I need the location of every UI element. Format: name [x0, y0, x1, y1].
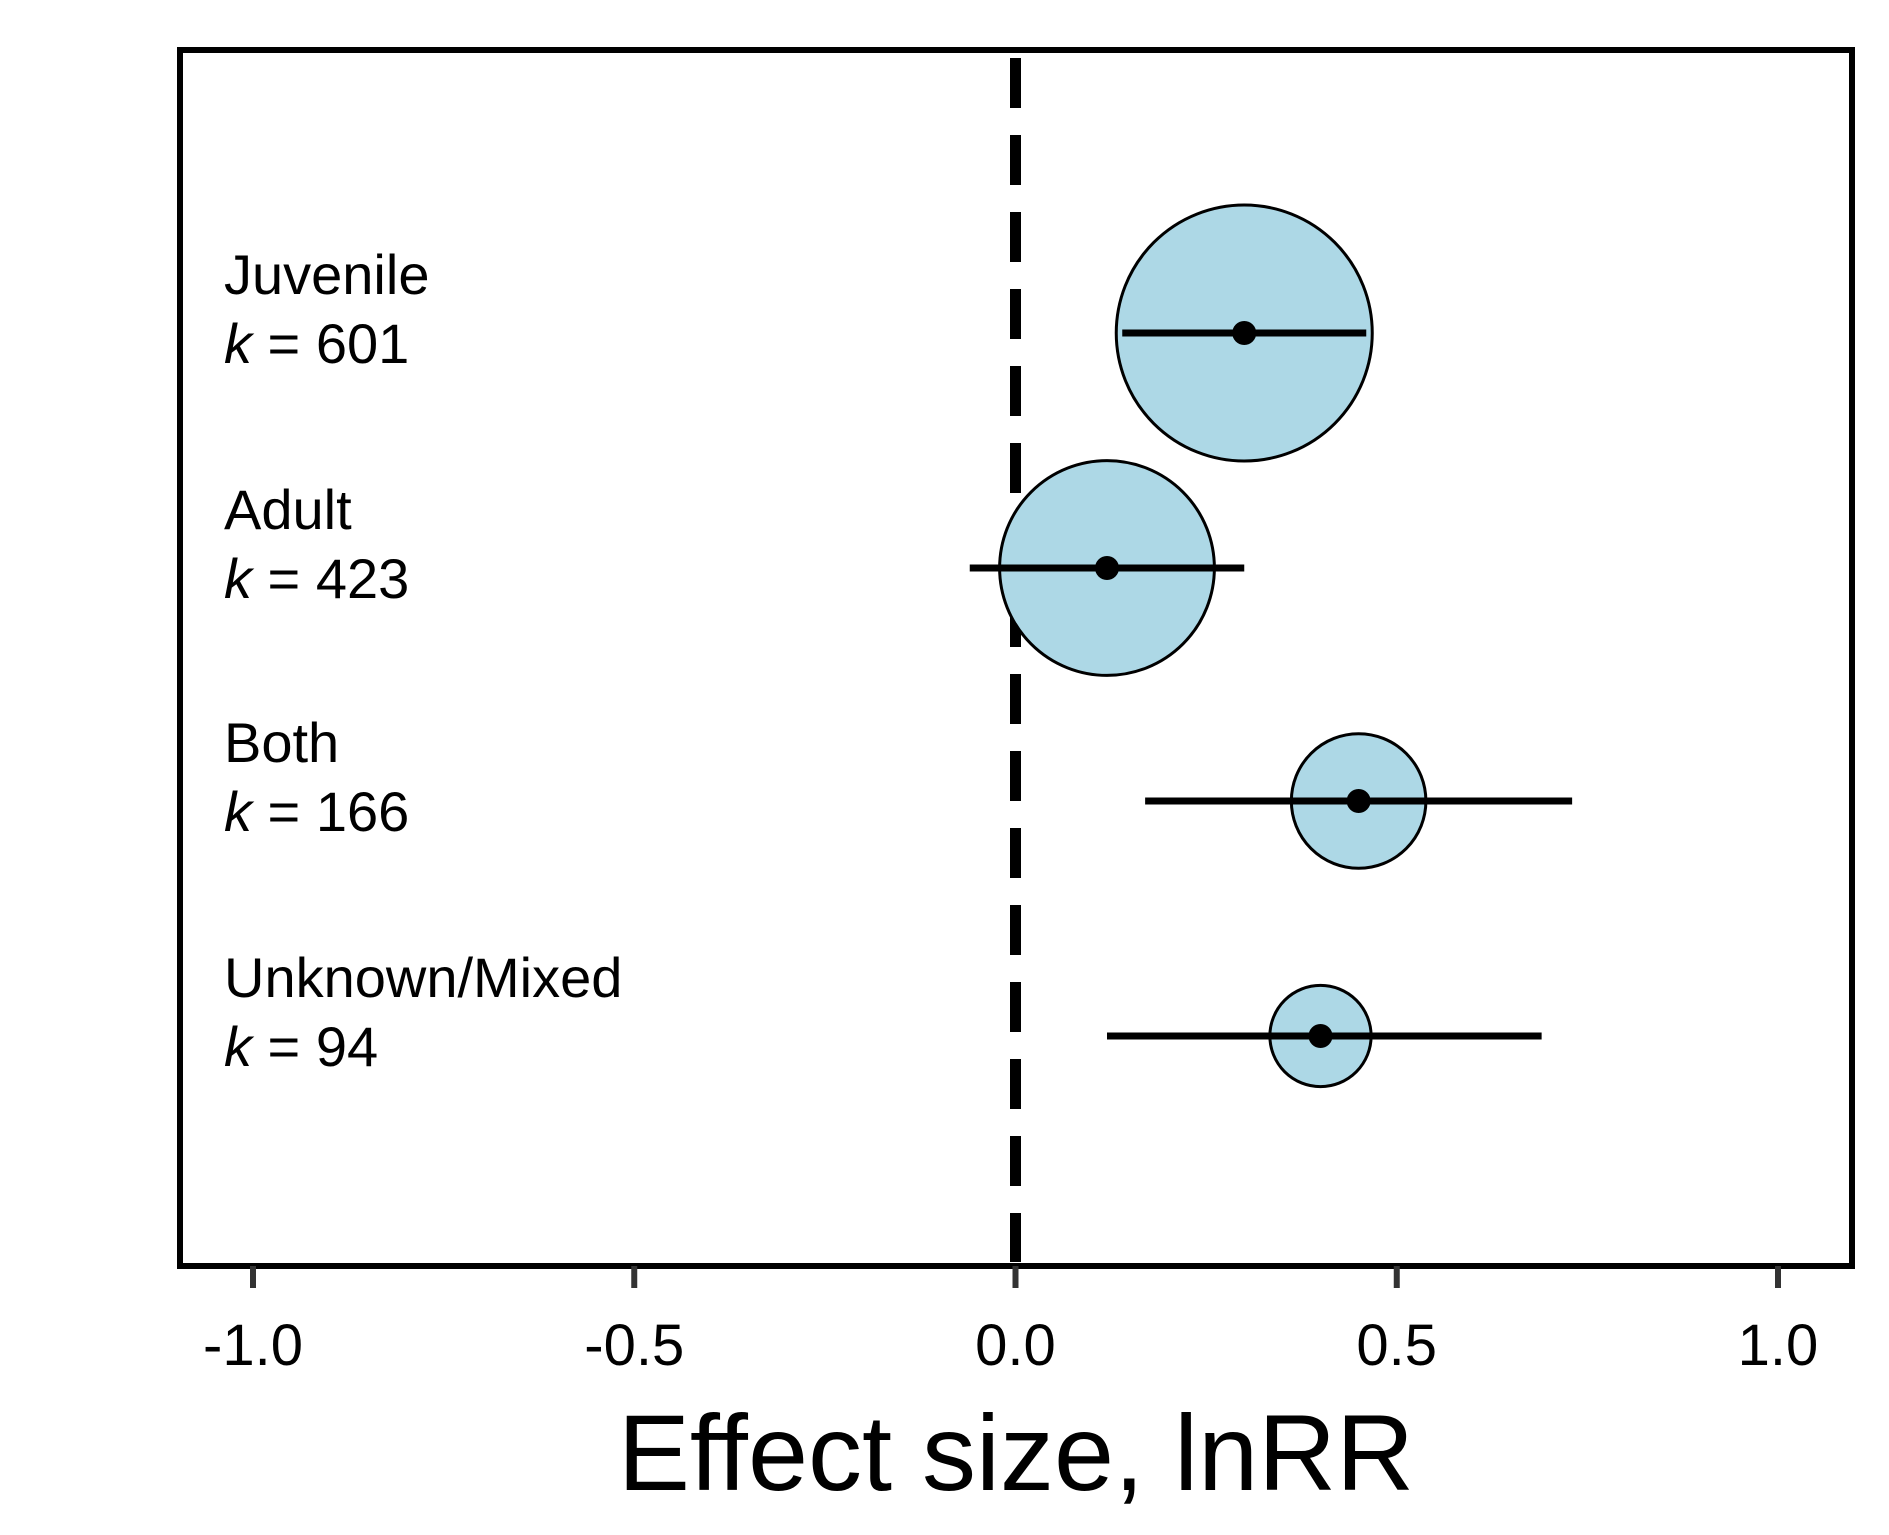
estimate-point-adult	[1095, 556, 1119, 580]
k-symbol: k	[224, 312, 255, 375]
k-value: = 601	[252, 312, 409, 375]
k-value: = 94	[252, 1015, 378, 1078]
group-label-unknown-mixed: Unknown/Mixed	[224, 946, 622, 1009]
x-tick-label: -0.5	[584, 1313, 684, 1378]
group-label-adult: Adult	[224, 478, 352, 541]
x-axis-label: Effect size, lnRR	[618, 1392, 1414, 1513]
k-symbol: k	[224, 780, 255, 843]
estimate-point-juvenile	[1232, 321, 1257, 345]
x-tick-label: 0.0	[975, 1313, 1056, 1378]
group-k-both: k = 166	[224, 780, 409, 843]
group-label-juvenile: Juvenile	[224, 243, 429, 306]
group-k-adult: k = 423	[224, 547, 409, 610]
x-tick-label: 1.0	[1738, 1313, 1819, 1378]
k-symbol: k	[224, 1015, 255, 1078]
x-tick-label: 0.5	[1356, 1313, 1437, 1378]
group-k-unknown-mixed: k = 94	[224, 1015, 378, 1078]
estimate-point-unknown-mixed	[1308, 1024, 1333, 1048]
k-value: = 423	[252, 547, 409, 610]
group-label-both: Both	[224, 711, 339, 774]
x-tick-label: -1.0	[203, 1313, 303, 1378]
k-symbol: k	[224, 547, 255, 610]
estimate-point-both	[1346, 789, 1371, 813]
group-k-juvenile: k = 601	[224, 312, 409, 375]
k-value: = 166	[252, 780, 409, 843]
